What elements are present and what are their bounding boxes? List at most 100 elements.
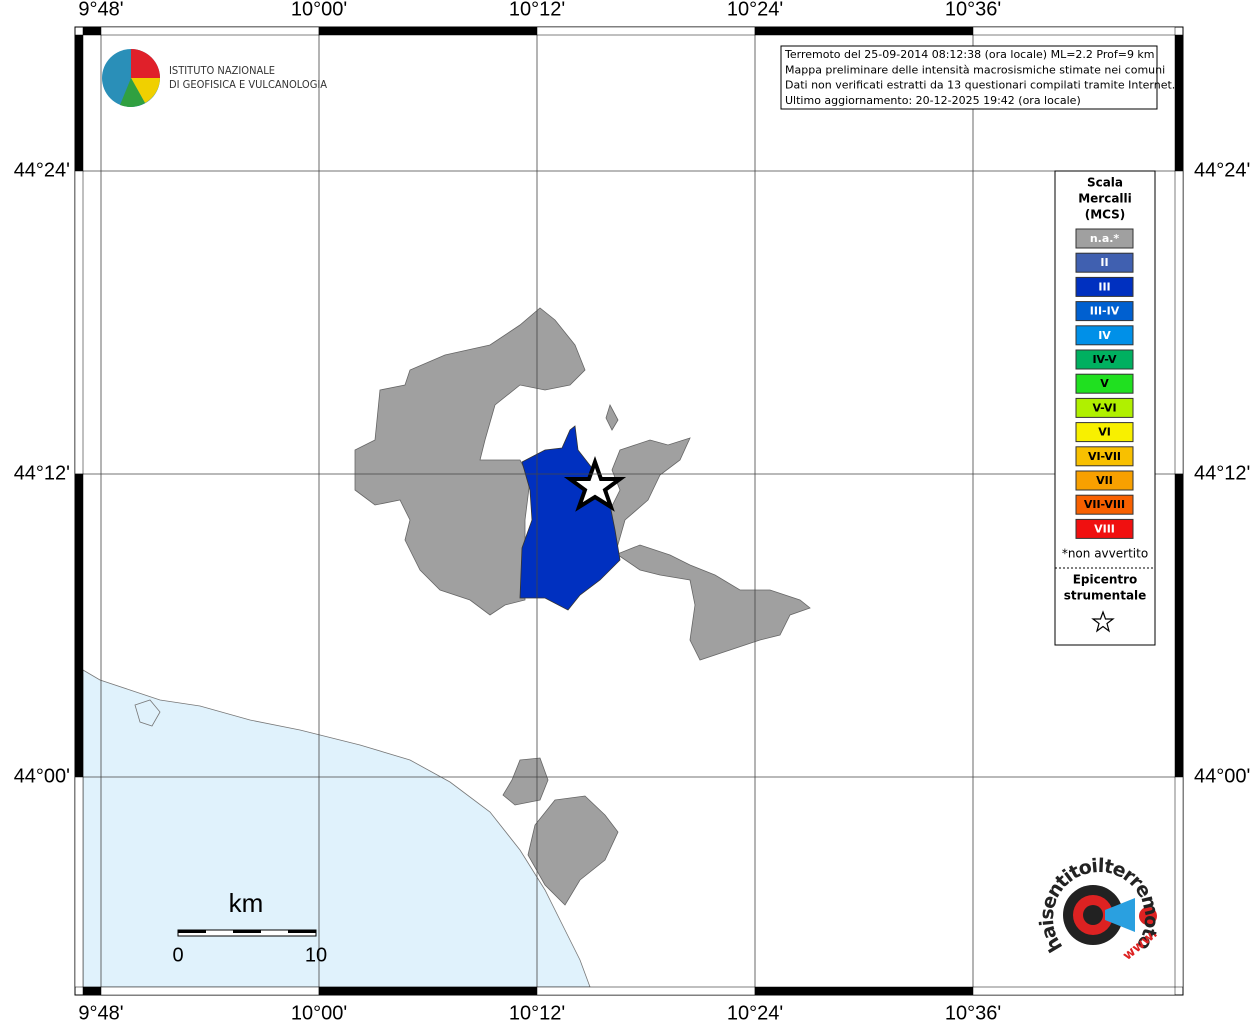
ingv-logo: ISTITUTO NAZIONALE DI GEOFISICA E VULCAN… xyxy=(102,49,327,107)
frame-segment xyxy=(74,170,84,475)
frame-segment xyxy=(318,26,538,36)
longitude-label: 10°24' xyxy=(727,0,783,20)
longitude-label: 10°24' xyxy=(727,1002,783,1024)
legend-label: IV xyxy=(1098,329,1111,342)
scale-label: 0 xyxy=(172,944,183,966)
scale-segment xyxy=(233,930,261,933)
frame-segment xyxy=(82,986,102,996)
legend-swatch xyxy=(1075,518,1134,539)
frame-segment xyxy=(754,26,974,36)
latitude-label: 44°12' xyxy=(14,462,70,484)
legend-swatch xyxy=(1075,373,1134,394)
latitude-label: 44°24' xyxy=(14,159,70,181)
land-layer xyxy=(82,307,811,988)
legend-swatch xyxy=(1075,349,1134,370)
legend-swatch xyxy=(1075,397,1134,418)
legend-label: IV-V xyxy=(1092,353,1117,366)
legend-label: III-IV xyxy=(1090,305,1120,318)
epicenter-star xyxy=(563,455,627,512)
legend-label: V xyxy=(1100,377,1109,390)
legend-title: Mercalli xyxy=(1078,192,1132,206)
logo-text: ISTITUTO NAZIONALE xyxy=(169,64,275,77)
legend-swatch xyxy=(1075,325,1134,346)
municipality-na xyxy=(527,795,619,906)
latitude-label: 44°00' xyxy=(1194,765,1250,787)
scale-bar: km 0 10 xyxy=(172,888,327,966)
globe-sector xyxy=(131,49,160,78)
legend-swatch xyxy=(1075,276,1134,297)
legend-swatch xyxy=(1075,494,1134,515)
latitude-label: 44°24' xyxy=(1194,159,1250,181)
frame-segment xyxy=(82,26,102,36)
legend-note: *non avvertito xyxy=(1062,547,1148,561)
legend-epicenter: strumentale xyxy=(1064,589,1147,603)
frame-segment xyxy=(74,776,84,988)
longitude-label: 10°12' xyxy=(509,1002,565,1024)
legend-label: II xyxy=(1100,256,1108,269)
info-line: Terremoto del 25-09-2014 08:12:38 (ora l… xyxy=(784,48,1155,61)
scale-label: 10 xyxy=(305,944,327,966)
sea xyxy=(82,669,591,988)
scale-unit: km xyxy=(229,888,264,918)
legend-label: VII xyxy=(1096,474,1113,487)
legend-swatch xyxy=(1075,252,1134,273)
brand-speaker xyxy=(1105,898,1135,932)
frame-segment xyxy=(972,986,1176,996)
legend-swatch xyxy=(1075,470,1134,491)
frame-segment xyxy=(74,34,84,172)
legend-label: n.a.* xyxy=(1090,232,1120,245)
legend-label: VII-VIII xyxy=(1084,498,1125,511)
longitude-label: 9°48' xyxy=(78,1002,123,1024)
legend-title: (MCS) xyxy=(1085,208,1126,222)
frame-segment xyxy=(100,26,320,36)
legend: ScalaMercalli(MCS)n.a.*IIIIIIII-IVIVIV-V… xyxy=(1054,170,1156,646)
municipality-na xyxy=(609,437,811,661)
latitude-label: 44°12' xyxy=(1194,462,1250,484)
info-frame xyxy=(780,45,1158,110)
legend-swatch xyxy=(1075,301,1134,322)
longitude-label: 10°00' xyxy=(291,0,347,20)
frame-segment xyxy=(1174,473,1184,778)
frame-segment xyxy=(536,986,756,996)
frame-segment xyxy=(1174,776,1184,988)
info-line: Dati non verificati estratti da 13 quest… xyxy=(785,79,1175,92)
info-line: Mappa preliminare delle intensità macros… xyxy=(785,63,1165,76)
legend-label: VI xyxy=(1098,426,1111,439)
legend-star xyxy=(1091,610,1115,633)
longitude-label: 10°36' xyxy=(945,1002,1001,1024)
longitude-label: 9°48' xyxy=(78,0,123,20)
legend-title: Scala xyxy=(1087,176,1123,190)
frame-segment xyxy=(1174,170,1184,475)
brand-badge xyxy=(1139,907,1157,925)
longitude-label: 10°36' xyxy=(945,0,1001,20)
legend-swatch xyxy=(1075,422,1134,443)
legend-label: VI-VII xyxy=(1088,450,1121,463)
grid-layer xyxy=(75,27,1183,995)
brand-ring xyxy=(1083,905,1103,925)
legend-swatch xyxy=(1075,228,1134,249)
legend-label: V-VI xyxy=(1092,401,1116,414)
scale-segment xyxy=(178,930,206,933)
frame-segment xyxy=(536,26,756,36)
frame-segment xyxy=(318,986,538,996)
legend-label: VIII xyxy=(1094,522,1115,535)
globe-sector xyxy=(120,78,145,107)
frame-segment xyxy=(74,473,84,778)
info-line: Ultimo aggiornamento: 20-12-2025 19:42 (… xyxy=(785,94,1081,107)
frame-segment xyxy=(754,986,974,996)
info-box: Terremoto del 25-09-2014 08:12:38 (ora l… xyxy=(780,45,1175,110)
lagoon xyxy=(134,699,161,727)
legend-label: III xyxy=(1098,280,1110,293)
frame-segment xyxy=(100,986,320,996)
scale-segment xyxy=(288,930,316,933)
frame-segment xyxy=(972,26,1176,36)
frame-segment xyxy=(1174,34,1184,172)
latitude-label: 44°00' xyxy=(14,765,70,787)
globe-sector xyxy=(131,78,160,103)
longitude-label: 10°12' xyxy=(509,0,565,20)
municipality-na xyxy=(605,403,619,431)
logo-text: DI GEOFISICA E VULCANOLOGIA xyxy=(169,78,327,91)
frame xyxy=(74,26,1184,996)
legend-swatch xyxy=(1075,446,1134,467)
